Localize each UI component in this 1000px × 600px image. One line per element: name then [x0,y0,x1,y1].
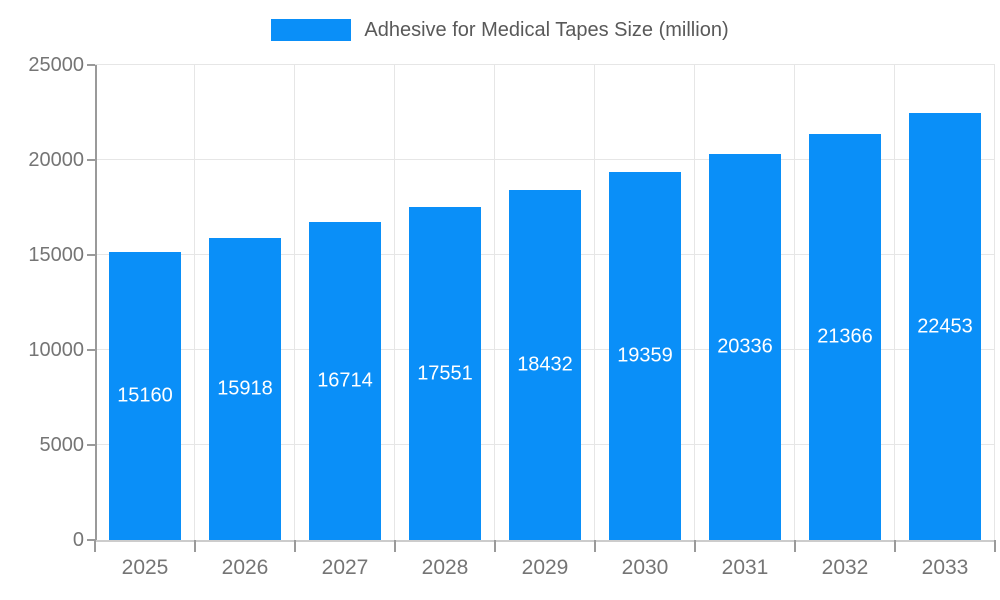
x-axis-tick [994,540,996,552]
gridline-vertical [194,65,195,540]
x-axis-tick [594,540,596,552]
legend-swatch [271,19,352,41]
y-axis-tick [87,254,95,256]
x-axis-tick-label: 2027 [321,556,369,579]
gridline-vertical [794,65,795,540]
gridline-vertical [994,65,995,540]
bar-2026: 15918 [209,238,281,540]
y-axis-tick [87,64,95,66]
gridline-vertical [494,65,495,540]
y-axis-tick-label: 0 [72,529,84,551]
x-axis-tick-label: 2029 [521,556,569,579]
x-axis-tick-label: 2026 [221,556,269,579]
gridline-vertical [294,65,295,540]
bar-value-label: 21366 [817,325,873,348]
y-axis [95,65,97,540]
bar-value-label: 22453 [917,315,973,337]
bar-2027: 16714 [309,222,381,540]
bar-value-label: 16714 [317,369,373,392]
bar-value-label: 15918 [217,377,273,400]
bar-value-label: 15160 [117,384,173,407]
bar-2029: 18432 [509,190,581,540]
bar-2032: 21366 [809,134,881,540]
bar-2033: 22453 [909,113,981,540]
x-axis-tick-label: 2032 [821,556,869,579]
y-axis-tick [87,159,95,161]
x-axis-tick [394,540,396,552]
bar-2031: 20336 [709,154,781,540]
x-axis-tick [894,540,896,552]
x-axis-tick [794,540,796,552]
gridline-horizontal [95,159,995,160]
x-axis-tick [294,540,296,552]
bar-value-label: 18432 [517,353,573,376]
bar-2028: 17551 [409,207,481,540]
gridline-horizontal [95,64,995,65]
x-axis-tick-label: 2031 [721,556,769,579]
gridline-vertical [894,65,895,540]
y-axis-tick-label: 10000 [28,339,84,361]
x-axis-tick [694,540,696,552]
gridline-vertical [694,65,695,540]
x-axis-tick-label: 2033 [921,556,969,579]
bar-value-label: 20336 [717,335,773,358]
bar-value-label: 17551 [417,362,473,384]
y-axis-tick [87,444,95,446]
x-axis-tick [94,540,96,552]
y-axis-tick-label: 15000 [28,244,84,266]
x-axis-tick [194,540,196,552]
x-axis-tick-label: 2030 [621,556,669,579]
legend-item[interactable]: Adhesive for Medical Tapes Size (million… [0,19,1000,41]
y-axis-tick [87,349,95,351]
bar-value-label: 19359 [617,344,673,367]
legend-label: Adhesive for Medical Tapes Size (million… [364,19,729,41]
bar-2025: 15160 [109,252,181,540]
x-axis-tick-label: 2028 [421,556,469,579]
y-axis-tick-label: 5000 [39,434,85,456]
x-axis-tick [494,540,496,552]
gridline-vertical [594,65,595,540]
y-axis-tick [87,539,95,541]
y-axis-tick-label: 20000 [28,149,84,171]
y-axis-tick-label: 25000 [28,54,84,76]
bar-2030: 19359 [609,172,681,540]
plot-area: 15160 15918 16714 17551 18432 19359 20336 21366… [95,64,995,540]
gridline-vertical [394,65,395,540]
x-axis-tick-label: 2025 [121,556,169,579]
x-axis [95,540,995,542]
